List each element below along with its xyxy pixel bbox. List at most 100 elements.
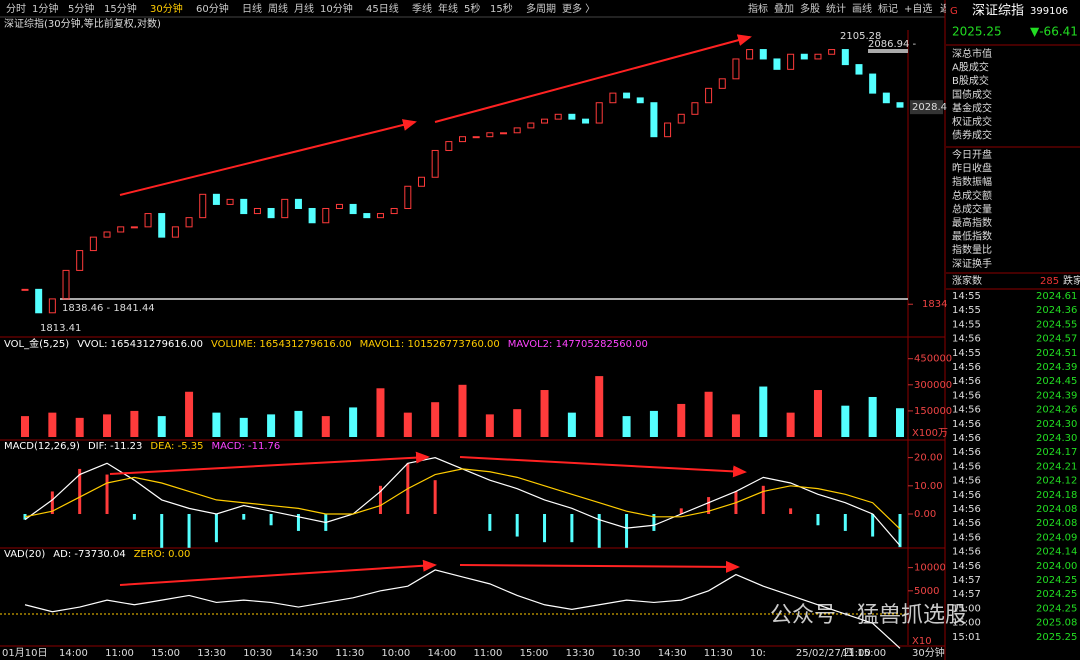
candle	[759, 49, 767, 60]
candle	[513, 127, 521, 134]
toolbar-tab[interactable]: 5秒	[464, 2, 480, 15]
candle	[322, 207, 330, 224]
toolbar-tab[interactable]: 分时	[6, 3, 26, 15]
x-tick-label: 15:00	[520, 648, 549, 659]
candle	[158, 213, 166, 238]
candle	[199, 193, 207, 219]
index-price: 2025.25	[952, 25, 1002, 39]
volume-bar	[595, 376, 604, 437]
breadth-value: 285	[1040, 276, 1059, 287]
stat-label: 基金成交	[952, 101, 992, 114]
volume-bar	[294, 410, 303, 437]
price-annotation: 1838.46 - 1841.44	[62, 303, 155, 314]
candle	[718, 78, 726, 89]
stat-label: 最高指数	[952, 216, 992, 229]
indicator-line	[24, 468, 901, 530]
x-tick-label: 15:00	[151, 648, 180, 659]
candle	[431, 149, 439, 178]
x-tick-label: 10:	[750, 648, 766, 659]
stat-label: 最低指数	[952, 230, 992, 243]
price-annotation: 1813.41	[40, 323, 81, 334]
candle	[568, 113, 576, 120]
volume-bar	[376, 388, 385, 437]
candle	[882, 92, 890, 104]
toolbar-tab[interactable]: 45日线	[366, 2, 399, 15]
toolbar-tab[interactable]: 更多 〉	[562, 2, 595, 15]
stat-label: 昨日收盘	[952, 162, 992, 175]
stat-label: 深总市值	[952, 47, 992, 60]
candle	[582, 118, 590, 124]
volume-bar	[212, 412, 221, 437]
toolbar-tool[interactable]: 叠加	[774, 3, 794, 15]
toolbar-tab[interactable]: 60分钟	[196, 2, 229, 15]
y-tick-label: 10000	[914, 563, 946, 574]
volume-bar	[868, 396, 877, 437]
tick-time: 14:56	[952, 532, 981, 543]
candle	[787, 53, 795, 70]
volume-bar	[759, 386, 768, 437]
toolbar-tab[interactable]: 周线	[268, 2, 288, 15]
volume-bar	[622, 416, 631, 437]
candle	[869, 73, 877, 94]
y-tick-label: 10.00	[914, 481, 943, 492]
marker-bar	[868, 49, 908, 53]
toolbar-tool[interactable]: 多股	[800, 2, 820, 15]
toolbar-tab[interactable]: 季线	[412, 2, 432, 15]
candle	[144, 213, 152, 228]
x-tick-label: 13:30	[566, 648, 595, 659]
panel-header: MACD(12,26,9) DIF: -11.23 DEA: -5.35 MACD: …	[4, 441, 280, 452]
tick-price: 2024.12	[1036, 476, 1077, 487]
toolbar-tool[interactable]: 指标	[748, 2, 768, 15]
toolbar-tool[interactable]: 标记	[878, 3, 898, 15]
stat-label: 总成交额	[952, 189, 992, 202]
y-tick-label: 20.00	[914, 453, 943, 464]
header-item: MACD(12,26,9)	[4, 441, 80, 452]
toolbar-tab[interactable]: 日线	[242, 2, 262, 15]
candle	[841, 49, 849, 66]
toolbar-tool[interactable]: 画线	[852, 2, 872, 15]
volume-bar	[130, 410, 139, 437]
toolbar-tab[interactable]: 月线	[294, 2, 314, 15]
tick-time: 14:55	[952, 305, 981, 316]
tick-time: 14:55	[952, 348, 981, 359]
stat-label: 指数量比	[952, 243, 992, 256]
candle	[855, 64, 863, 75]
toolbar-tab[interactable]: 年线	[438, 2, 458, 15]
header-item: ZERO: 0.00	[134, 549, 191, 560]
candle	[486, 132, 494, 138]
candle	[89, 236, 97, 252]
candle	[349, 203, 357, 215]
volume-bar	[239, 417, 248, 437]
candle	[390, 207, 398, 215]
toolbar-tool[interactable]: +自选	[904, 2, 932, 15]
toolbar-tab[interactable]: 15分钟	[104, 2, 137, 15]
breadth-label: 涨家数	[952, 274, 982, 287]
tick-price: 2024.30	[1036, 419, 1077, 430]
header-item: VOLUME: 165431279616.00	[211, 339, 352, 350]
volume-bar	[731, 414, 740, 437]
price-annotation: 2086.94 -	[868, 39, 917, 50]
x-tick-label: 30分钟	[912, 646, 945, 659]
tick-time: 14:56	[952, 447, 981, 458]
candle	[226, 198, 234, 205]
stat-label: 总成交量	[952, 202, 992, 215]
toolbar-tab[interactable]: 多周期	[526, 2, 556, 15]
x-tick-label: 14:00	[59, 648, 88, 659]
candle	[308, 207, 316, 224]
header-item: MAVOL2: 147705282560.00	[508, 339, 648, 350]
toolbar-tab[interactable]: 15秒	[490, 2, 513, 15]
toolbar-tab[interactable]: 30分钟	[150, 2, 183, 15]
toolbar-tab[interactable]: 1分钟	[32, 2, 58, 15]
volume-bar	[567, 412, 576, 437]
toolbar-tab[interactable]: 10分钟	[320, 2, 353, 15]
tick-time: 15:01	[952, 632, 981, 643]
toolbar-tab[interactable]: 5分钟	[68, 2, 94, 15]
candle	[335, 203, 343, 209]
toolbar-tool[interactable]: 统计	[826, 2, 846, 15]
candle	[281, 198, 289, 219]
x-tick-label: 14:00	[427, 648, 456, 659]
tick-time: 14:57	[952, 575, 981, 586]
tick-price: 2024.25	[1036, 575, 1077, 586]
